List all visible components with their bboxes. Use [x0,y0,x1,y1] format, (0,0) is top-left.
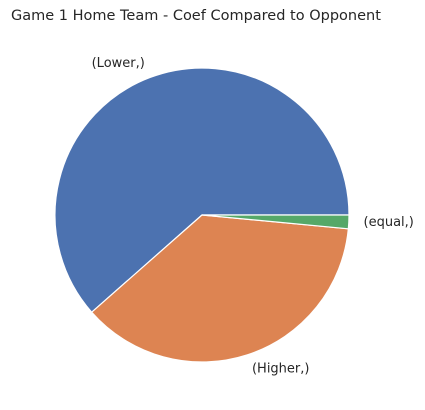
pie-slice-0 [54,67,350,313]
pie-slice-2 [201,214,350,230]
chart-title: Game 1 Home Team - Coef Compared to Oppo… [11,8,381,24]
pie-slice-1 [91,214,349,363]
pie-slices [54,67,350,363]
pie-slice-label-0: (Lower,) [92,56,145,71]
pie-labels: (Lower,) (Higher,) (equal,) [92,56,414,376]
pie-slice-label-1: (Higher,) [252,361,310,376]
pie-slice-label-2: (equal,) [364,215,414,230]
